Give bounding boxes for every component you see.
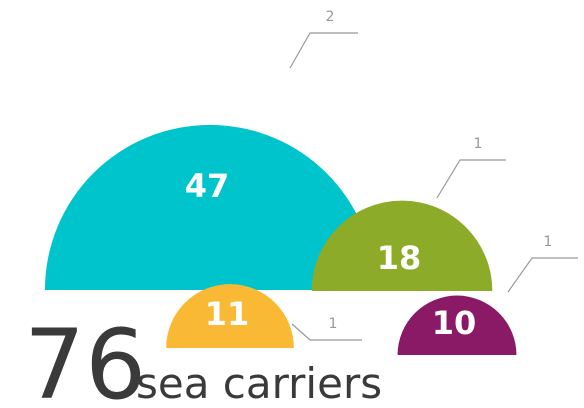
annotation: 1 (474, 136, 483, 152)
semicircle (44, 124, 376, 291)
annotation: 1 (329, 316, 338, 332)
callout-line (289, 32, 358, 69)
annotation: 2 (326, 9, 335, 25)
value-label: 11 (205, 295, 250, 333)
value-label: 10 (432, 304, 477, 342)
callout-line (436, 159, 506, 199)
semicircle (397, 295, 517, 355)
annotation: 1 (544, 234, 553, 250)
semicircle (311, 200, 493, 291)
total-label: sea carriers (136, 359, 382, 408)
total: 76 (24, 309, 146, 408)
callout-line (507, 257, 578, 293)
value-label: 18 (377, 239, 422, 277)
semicircle (166, 284, 294, 348)
callout-line (291, 323, 362, 341)
value-label: 47 (185, 167, 230, 205)
